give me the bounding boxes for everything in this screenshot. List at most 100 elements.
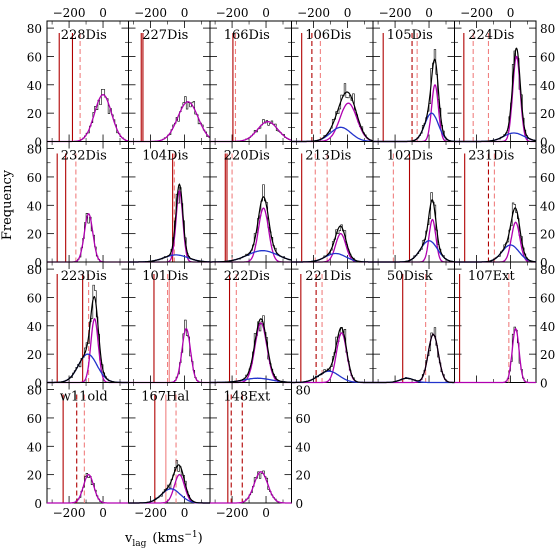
y-tick-label: 0	[34, 136, 42, 150]
x-tick-label-top: −200	[379, 6, 412, 20]
x-tick-label-top: 0	[99, 6, 107, 20]
y-tick-label-right: 80	[540, 263, 555, 277]
y-tick-label-right: 80	[540, 22, 555, 36]
panel-221Dis: 221Dis	[291, 261, 374, 384]
panel-name: 223Dis	[61, 269, 107, 284]
x-tick-label-top: −200	[216, 6, 249, 20]
y-tick-label: 20	[27, 107, 42, 121]
panel-228Dis: 228Dis 0 20 40 60 80 −200 0	[27, 6, 129, 150]
x-label-unit: (kms	[152, 531, 184, 546]
y-tick-label-right: 0	[296, 497, 304, 511]
panel-220Dis: 220Dis	[209, 141, 292, 263]
y-tick-label-right: 80	[540, 143, 555, 157]
x-tick-label-top: 0	[262, 6, 270, 20]
total-fit-curve	[373, 58, 455, 143]
panel-frame	[209, 382, 292, 504]
total-fit-curve	[210, 196, 292, 263]
x-tick-label-bottom: −200	[134, 506, 167, 520]
x-tick-label-bottom: −200	[216, 506, 249, 520]
panel-223Dis: 223Dis 0 20 40 60 80	[27, 261, 129, 391]
panel-166Dis: 166Dis −200 0	[209, 6, 292, 143]
panel-name: 102Dis	[387, 149, 433, 164]
y-tick-label: 40	[27, 320, 42, 334]
y-tick-label-right: 40	[540, 199, 555, 213]
y-tick-label-right: 60	[540, 291, 555, 305]
panel-231Dis: 231Dis 0 20 40 60 80	[454, 141, 555, 270]
panel-name: 231Dis	[468, 149, 514, 164]
y-tick-label: 20	[27, 228, 42, 242]
y-tick-label: 80	[27, 263, 42, 277]
x-tick-label-top: −200	[297, 6, 330, 20]
gauss-secondary-curve	[128, 488, 210, 504]
panel-232Dis: 232Dis 0 20 40 60 80	[27, 141, 129, 270]
panel-name: 222Dis	[224, 269, 270, 284]
histogram-bars	[210, 470, 292, 504]
x-label-close: )	[198, 531, 203, 546]
histogram-bars	[128, 187, 211, 263]
panel-167Hal: 167Hal −200 0	[128, 382, 211, 520]
panel-name: 227Dis	[142, 28, 188, 43]
histogram-bars	[47, 213, 129, 263]
x-label-main: v	[124, 531, 133, 546]
x-tick-label-bottom: 0	[181, 506, 189, 520]
y-tick-label: 80	[27, 384, 42, 398]
gauss-primary-curve	[454, 221, 536, 263]
y-tick-label: 20	[27, 348, 42, 362]
panels-group: 228Dis 0 20 40 60 80 −200 0 227Dis −200 0 166Dis −20…	[27, 6, 556, 520]
panel-101Dis: 101Dis	[128, 261, 211, 384]
total-fit-curve	[291, 91, 374, 143]
histogram-bars	[454, 202, 537, 263]
total-fit-curve	[373, 333, 455, 384]
panel-name: 105Dis	[387, 28, 433, 43]
panel-name: 148Ext	[223, 390, 271, 405]
panel-name: 104Dis	[142, 149, 188, 164]
panel-name: 166Dis	[224, 28, 270, 43]
histogram-bars	[209, 315, 292, 383]
y-tick-label-right: 0	[540, 136, 548, 150]
y-tick-label: 40	[27, 199, 42, 213]
y-tick-label: 80	[27, 143, 42, 157]
y-tick-label-right: 40	[296, 440, 311, 454]
gauss-primary-curve	[454, 327, 536, 384]
histogram-bars	[291, 224, 374, 263]
y-tick-label: 0	[34, 256, 42, 270]
total-fit-curve	[210, 318, 292, 384]
histogram-bars	[128, 460, 211, 504]
y-tick-label: 60	[27, 50, 42, 64]
panel-name: 106Dis	[305, 28, 351, 43]
panel-name: 50Disk	[387, 269, 433, 284]
panel-227Dis: 227Dis −200 0	[128, 6, 211, 143]
panel-name: 224Dis	[468, 28, 514, 43]
total-fit-curve	[373, 199, 455, 263]
panel-102Dis: 102Dis	[372, 141, 455, 263]
histogram-bars	[291, 83, 374, 142]
panel-name: w11old	[60, 390, 108, 405]
panel-w11old: w11old 0 20 40 60 80 −200 0	[27, 382, 129, 520]
y-tick-label-right: 20	[296, 469, 311, 483]
panel-104Dis: 104Dis	[128, 141, 211, 263]
y-tick-label-right: 80	[296, 384, 311, 398]
y-tick-label: 60	[27, 171, 42, 185]
gauss-primary-curve	[210, 471, 292, 504]
y-tick-label-right: 0	[540, 256, 548, 270]
y-tick-label-right: 40	[540, 320, 555, 334]
y-axis-label: Frequency	[0, 169, 15, 240]
y-tick-label: 0	[34, 497, 42, 511]
x-tick-label-top: 0	[344, 6, 352, 20]
panel-name: 167Hal	[141, 390, 189, 405]
total-fit-curve	[128, 464, 210, 504]
panel-name: 107Ext	[468, 269, 516, 284]
x-axis-label: vlag (kms−1)	[124, 530, 203, 549]
gauss-primary-curve	[373, 333, 455, 384]
x-tick-label-bottom: 0	[262, 506, 270, 520]
y-tick-label: 80	[27, 22, 42, 36]
panel-50Disk: 50Disk	[372, 261, 455, 384]
panel-106Dis: 106Dis −200 0	[291, 6, 374, 143]
gauss-primary-curve	[128, 189, 210, 263]
gauss-primary-curve	[47, 474, 129, 504]
panel-224Dis: 224Dis 0 20 40 60 80 −200 0	[454, 6, 555, 150]
panel-105Dis: 105Dis −200 0	[372, 6, 455, 143]
gauss-primary-curve	[454, 55, 536, 143]
